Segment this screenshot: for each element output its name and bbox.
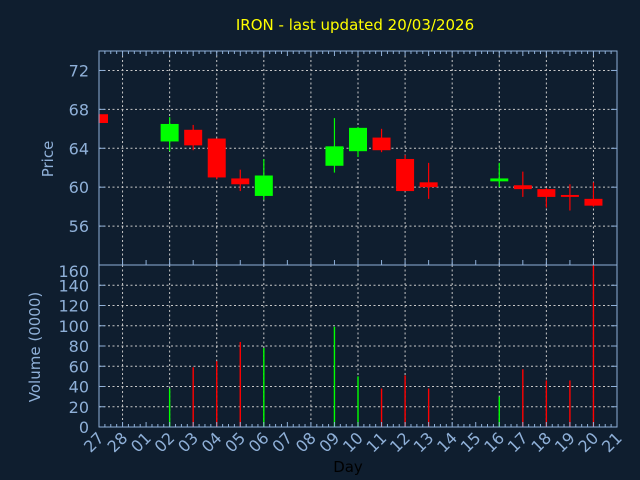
price-tick-label: 56 <box>69 217 89 236</box>
volume-tick-label: 100 <box>58 317 89 336</box>
volume-bar <box>333 326 336 427</box>
volume-bar <box>404 375 406 427</box>
candle-body <box>254 175 273 196</box>
candle-body <box>537 189 556 197</box>
volume-bar <box>263 348 265 427</box>
candle-body <box>490 178 509 182</box>
volume-tick-label: 120 <box>58 297 89 316</box>
volume-tick-label: 140 <box>58 276 89 295</box>
candle-body <box>160 123 179 142</box>
x-axis-label: Day <box>333 458 363 476</box>
volume-bar <box>380 388 383 427</box>
volume-bar <box>427 388 430 427</box>
volume-tick-label: 40 <box>69 378 89 397</box>
volume-tick-label: 60 <box>69 357 89 376</box>
candle-body <box>396 158 415 192</box>
volume-bar <box>545 380 548 427</box>
candle-body <box>419 182 438 188</box>
candle-body <box>325 146 344 166</box>
candle-body <box>584 198 603 206</box>
price-tick-label: 64 <box>69 139 89 158</box>
x-tick-label: 21 <box>598 428 626 456</box>
candle-body <box>513 185 532 190</box>
volume-bar <box>357 376 359 427</box>
volume-bar <box>168 388 171 427</box>
volume-bar <box>216 361 218 427</box>
price-tick-label: 68 <box>69 100 89 119</box>
chart-title: IRON - last updated 20/03/2026 <box>236 16 474 34</box>
volume-tick-label: 0 <box>79 418 89 437</box>
price-axis-label: Price <box>39 141 57 178</box>
price-tick-label: 60 <box>69 178 89 197</box>
candle-body <box>349 127 367 152</box>
volume-bar <box>522 369 524 427</box>
volume-bar <box>239 341 241 427</box>
volume-tick-label: 80 <box>69 337 89 356</box>
volume-bar <box>592 265 595 427</box>
volume-tick-label: 20 <box>69 398 89 417</box>
candle-body <box>184 129 203 146</box>
volume-bar <box>498 396 500 427</box>
volume-axis-label: Volume (0000) <box>26 292 44 402</box>
volume-bar <box>192 367 194 427</box>
candle-body <box>207 138 226 178</box>
candle-body <box>99 114 108 123</box>
price-tick-label: 72 <box>69 61 89 80</box>
candle-body <box>560 194 579 197</box>
volume-bar <box>569 380 571 427</box>
candle-body <box>372 137 391 151</box>
candle-body <box>231 178 250 185</box>
volume-tick-label: 160 <box>58 262 89 281</box>
